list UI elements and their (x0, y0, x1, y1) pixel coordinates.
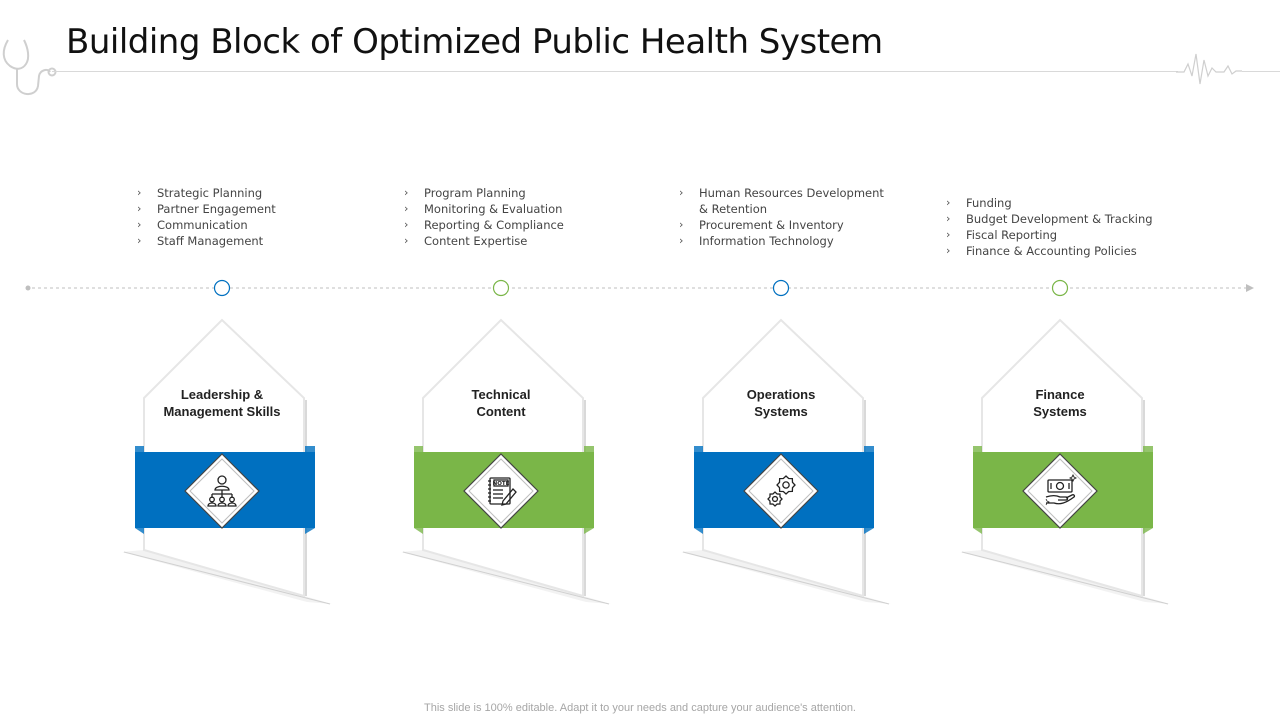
block-title-line: Content (476, 404, 526, 419)
bullet-item: › Procurement & Inventory (679, 217, 884, 233)
block-shape: NOTE (401, 318, 611, 605)
card-shadow-line (123, 551, 331, 605)
chevron-right-icon: › (137, 186, 142, 199)
block-title-line: Systems (1033, 404, 1087, 419)
heartbeat-pulse-icon (1176, 53, 1242, 85)
chevron-right-icon: › (137, 218, 142, 231)
page-title: Building Block of Optimized Public Healt… (66, 22, 883, 62)
block-title-line: Finance (1035, 387, 1085, 402)
chevron-right-icon: › (946, 196, 951, 209)
block-shape (960, 318, 1170, 605)
block-title: Operations Systems (701, 386, 861, 420)
bullet-text: Partner Engagement (157, 202, 276, 216)
team-hierarchy-icon (207, 475, 237, 507)
block-title-line: Technical (471, 387, 531, 402)
bullet-text: Budget Development & Tracking (966, 212, 1153, 226)
bullet-text: Content Expertise (424, 234, 528, 248)
gears-icon (767, 475, 796, 507)
chevron-right-icon: › (946, 212, 951, 225)
bullet-list-operations: › Human Resources Development & Retention ›… (679, 185, 884, 249)
bullet-text: Strategic Planning (157, 186, 263, 200)
bullet-item: › Monitoring & Evaluation (404, 201, 564, 217)
block-card-technical: NOTE Technical Content (401, 318, 611, 608)
chevron-right-icon: › (946, 244, 951, 257)
chevron-right-icon: › (404, 202, 409, 215)
card-shadow-line (682, 551, 890, 605)
card-shadow (681, 550, 891, 604)
block-title: Technical Content (421, 386, 581, 420)
bullet-list-technical: › Program Planning › Monitoring & Evaluatio… (404, 185, 564, 249)
bullet-item: › Human Resources Development & Retention (679, 185, 884, 217)
bullet-text: & Retention (699, 202, 768, 216)
bullet-text: Fiscal Reporting (966, 228, 1058, 242)
title-divider-right (1242, 71, 1280, 72)
block-card-leadership: Leadership & Management Skills (122, 318, 332, 608)
timeline-arrow-icon (1246, 284, 1254, 292)
card-shadow-line (961, 551, 1169, 605)
bullet-text: Reporting & Compliance (424, 218, 564, 232)
bullet-item: › Strategic Planning (137, 185, 276, 201)
chevron-right-icon: › (404, 234, 409, 247)
bullet-text: Information Technology (699, 234, 834, 248)
title-divider (52, 71, 1178, 72)
chevron-right-icon: › (946, 228, 951, 241)
bullet-list-finance: › Funding › Budget Development & Tracking › F… (946, 195, 1153, 259)
timeline-start-dot (25, 285, 31, 291)
bullet-item: › Budget Development & Tracking (946, 211, 1153, 227)
chevron-right-icon: › (679, 234, 684, 247)
bullet-item: › Reporting & Compliance (404, 217, 564, 233)
bullet-item: › Program Planning (404, 185, 564, 201)
chevron-right-icon: › (137, 202, 142, 215)
bullet-item: › Finance & Accounting Policies (946, 243, 1153, 259)
bullet-item: › Communication (137, 217, 276, 233)
bullet-item: › Information Technology (679, 233, 884, 249)
chevron-right-icon: › (404, 218, 409, 231)
bullet-text: Funding (966, 196, 1012, 210)
bullet-text: Procurement & Inventory (699, 218, 844, 232)
bullet-item: › Staff Management (137, 233, 276, 249)
bullet-text: Human Resources Development (699, 186, 884, 200)
chevron-right-icon: › (679, 218, 684, 231)
bullet-text: Finance & Accounting Policies (966, 244, 1137, 258)
timeline-node (492, 279, 510, 297)
timeline-node (1051, 279, 1069, 297)
icon-badge-inner (468, 458, 534, 524)
money-hand-icon (1045, 473, 1078, 506)
footer-note: This slide is 100% editable. Adapt it to… (424, 702, 856, 714)
chevron-right-icon: › (679, 186, 684, 199)
card-shadow (960, 550, 1170, 604)
block-title-line: Systems (754, 404, 808, 419)
bullet-item: › Content Expertise (404, 233, 564, 249)
block-title: Leadership & Management Skills (142, 386, 302, 420)
card-shadow (122, 550, 332, 604)
block-card-operations: Operations Systems (681, 318, 891, 608)
note-pencil-icon: NOTE (488, 477, 517, 506)
bullet-item: › Partner Engagement (137, 201, 276, 217)
block-title-line: Leadership & (180, 387, 264, 402)
stethoscope-icon (2, 39, 57, 95)
card-shadow-line (402, 551, 610, 605)
svg-text:NOTE: NOTE (493, 481, 510, 487)
chevron-right-icon: › (137, 234, 142, 247)
bullet-list-leadership: › Strategic Planning › Partner Engagement › C… (137, 185, 276, 249)
block-shape (122, 318, 332, 605)
bullet-text: Program Planning (424, 186, 526, 200)
timeline-node (772, 279, 790, 297)
block-title: Finance Systems (980, 386, 1140, 420)
bullet-text: Communication (157, 218, 248, 232)
block-title-line: Operations (746, 387, 816, 402)
block-title-line: Management Skills (163, 404, 281, 419)
bullet-text: Monitoring & Evaluation (424, 202, 563, 216)
card-shadow (401, 550, 611, 604)
timeline-node (213, 279, 231, 297)
bullet-item: › Funding (946, 195, 1153, 211)
chevron-right-icon: › (404, 186, 409, 199)
block-shape (681, 318, 891, 605)
bullet-text: Staff Management (157, 234, 264, 248)
icon-badge-inner (1027, 458, 1093, 524)
block-card-finance: Finance Systems (960, 318, 1170, 608)
bullet-item: › Fiscal Reporting (946, 227, 1153, 243)
